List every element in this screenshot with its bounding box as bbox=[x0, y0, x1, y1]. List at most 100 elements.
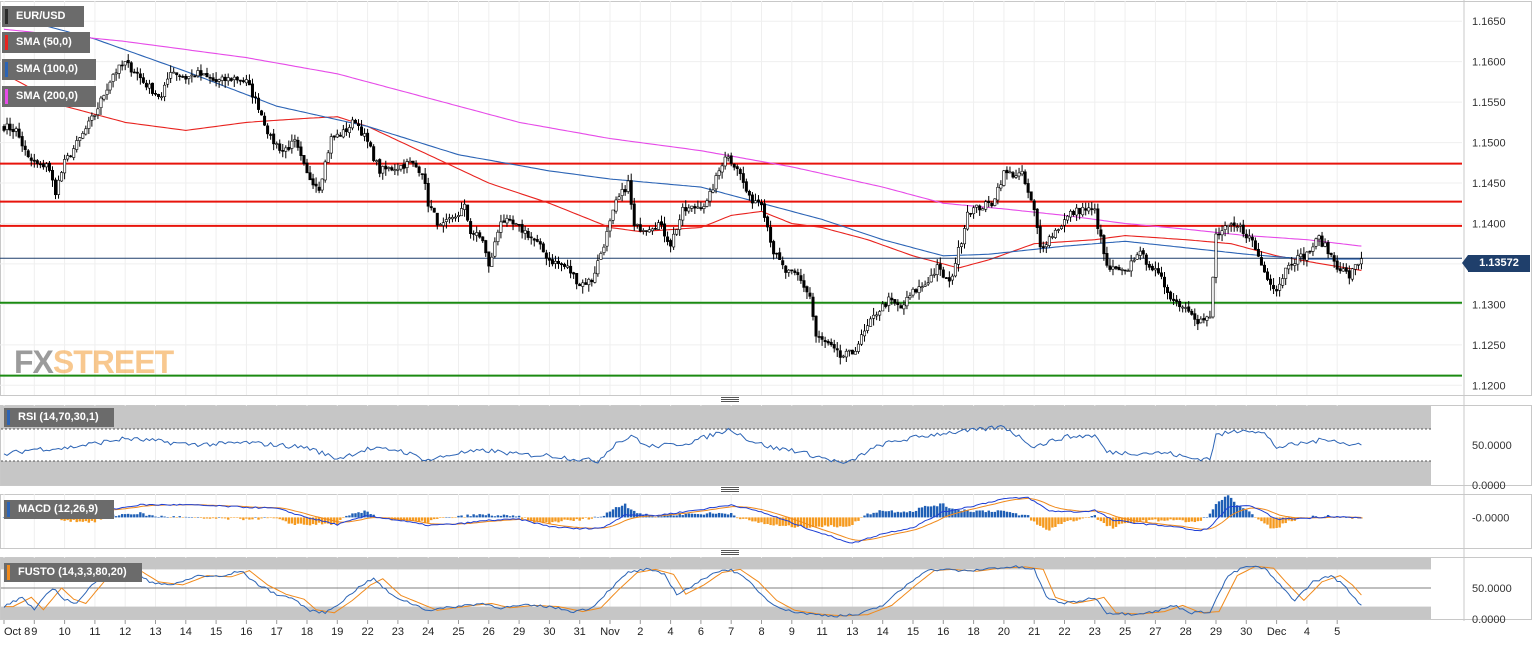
x-tick-label: 25 bbox=[1119, 626, 1131, 638]
macd-histogram-bar bbox=[514, 516, 518, 518]
candle-body bbox=[184, 75, 188, 80]
macd-histogram-bar bbox=[1257, 517, 1260, 520]
macd-histogram-bar bbox=[330, 517, 333, 525]
macd-histogram-bar bbox=[1348, 517, 1351, 518]
candle-body bbox=[1005, 169, 1009, 174]
pane-resize-handle[interactable] bbox=[721, 487, 739, 493]
macd-histogram-bar bbox=[872, 512, 875, 518]
macd-histogram-bar bbox=[342, 517, 345, 519]
candle-body bbox=[747, 190, 751, 196]
pane-resize-handle[interactable] bbox=[721, 550, 739, 556]
candle-body bbox=[696, 206, 700, 209]
macd-histogram-bar bbox=[1223, 496, 1227, 518]
candle-body bbox=[750, 194, 754, 204]
candle-body bbox=[317, 186, 321, 191]
candle-body bbox=[390, 167, 394, 171]
candle-body bbox=[975, 204, 979, 208]
candle-body bbox=[411, 160, 415, 164]
macd-histogram-bar bbox=[796, 517, 800, 527]
x-tick-label: 9 bbox=[31, 626, 37, 638]
legend-sma-200[interactable]: SMA (200,0) bbox=[2, 86, 96, 107]
x-tick-label: 16 bbox=[937, 626, 949, 638]
macd-histogram-bar bbox=[266, 517, 269, 519]
pane-resize-handle[interactable] bbox=[721, 397, 739, 403]
macd-histogram-bar bbox=[78, 517, 81, 522]
macd-histogram-bar bbox=[826, 517, 830, 527]
macd-line bbox=[3, 496, 1362, 544]
macd-histogram-bar bbox=[926, 506, 930, 518]
candle-body bbox=[214, 79, 218, 83]
macd-histogram-bar bbox=[996, 510, 1000, 518]
macd-histogram-bar bbox=[660, 516, 663, 518]
macd-histogram-bar bbox=[420, 517, 424, 521]
candle-body bbox=[205, 72, 209, 78]
macd-histogram-bar bbox=[411, 517, 415, 522]
candle-body bbox=[653, 228, 657, 230]
macd-histogram-bar bbox=[1214, 504, 1218, 518]
candle-body bbox=[453, 216, 457, 219]
candle-body bbox=[1214, 233, 1218, 278]
macd-histogram-bar bbox=[814, 517, 818, 527]
macd-histogram-bar bbox=[987, 510, 990, 518]
macd-histogram-bar bbox=[578, 517, 581, 521]
candle-body bbox=[129, 62, 133, 73]
macd-histogram-bar bbox=[957, 509, 960, 518]
candle-body bbox=[1241, 224, 1245, 234]
candle-body bbox=[396, 168, 400, 171]
candle-body bbox=[556, 260, 560, 265]
macd-histogram-bar bbox=[942, 503, 945, 518]
macd-histogram-bar bbox=[1072, 517, 1075, 522]
candle-body bbox=[99, 97, 103, 109]
candle-body bbox=[1211, 276, 1215, 318]
candle-body bbox=[1123, 269, 1127, 272]
macd-histogram-bar bbox=[423, 517, 427, 524]
candle-body bbox=[605, 231, 609, 247]
macd-histogram-bar bbox=[975, 510, 978, 518]
fusto-label[interactable]: FUSTO (14,3,3,80,20) bbox=[4, 563, 142, 582]
macd-histogram-bar bbox=[1090, 516, 1093, 518]
candle-body bbox=[460, 208, 464, 217]
macd-histogram-bar bbox=[1172, 517, 1175, 521]
candle-body bbox=[702, 206, 706, 209]
candle-body bbox=[102, 95, 106, 100]
candle-body bbox=[463, 203, 467, 210]
macd-histogram-bar bbox=[611, 509, 615, 518]
candle-body bbox=[744, 181, 748, 192]
macd-histogram-bar bbox=[1139, 517, 1142, 522]
macd-label[interactable]: MACD (12,26,9) bbox=[4, 500, 114, 519]
x-tick-label: 2 bbox=[637, 626, 643, 638]
candle-body bbox=[108, 81, 112, 91]
macd-histogram-bar bbox=[1242, 508, 1245, 518]
macd-histogram-bar bbox=[739, 517, 742, 520]
x-tick-label: 13 bbox=[846, 626, 858, 638]
x-tick-label: 18 bbox=[301, 626, 313, 638]
macd-histogram-bar bbox=[296, 517, 300, 524]
macd-histogram-bar bbox=[542, 517, 545, 524]
macd-histogram-bar bbox=[1136, 517, 1139, 523]
x-tick-label: 4 bbox=[1304, 626, 1310, 638]
x-tick-label: 28 bbox=[1180, 626, 1192, 638]
candle-body bbox=[999, 184, 1003, 189]
macd-histogram-bar bbox=[1226, 495, 1230, 518]
macd-histogram-bar bbox=[760, 517, 763, 523]
candle-body bbox=[811, 296, 815, 317]
macd-histogram-bar bbox=[681, 515, 684, 518]
x-tick-label: 7 bbox=[728, 626, 734, 638]
candle-body bbox=[178, 75, 182, 77]
macd-histogram-bar bbox=[1311, 515, 1315, 518]
macd-histogram-bar bbox=[505, 515, 509, 518]
candle-body bbox=[1305, 251, 1309, 261]
macd-histogram-bar bbox=[572, 517, 575, 522]
candle-body bbox=[705, 200, 709, 207]
macd-histogram-bar bbox=[920, 507, 924, 518]
instrument-label[interactable]: EUR/USD bbox=[2, 6, 84, 27]
legend-sma-100[interactable]: SMA (100,0) bbox=[2, 59, 96, 80]
candle-body bbox=[1278, 283, 1282, 291]
candle-body bbox=[635, 224, 639, 226]
macd-histogram-bar bbox=[717, 512, 721, 518]
legend-sma-50[interactable]: SMA (50,0) bbox=[2, 32, 90, 53]
candle-body bbox=[763, 203, 767, 218]
macd-histogram-bar bbox=[993, 511, 997, 518]
candle-body bbox=[299, 146, 303, 156]
rsi-label[interactable]: RSI (14,70,30,1) bbox=[4, 408, 114, 427]
